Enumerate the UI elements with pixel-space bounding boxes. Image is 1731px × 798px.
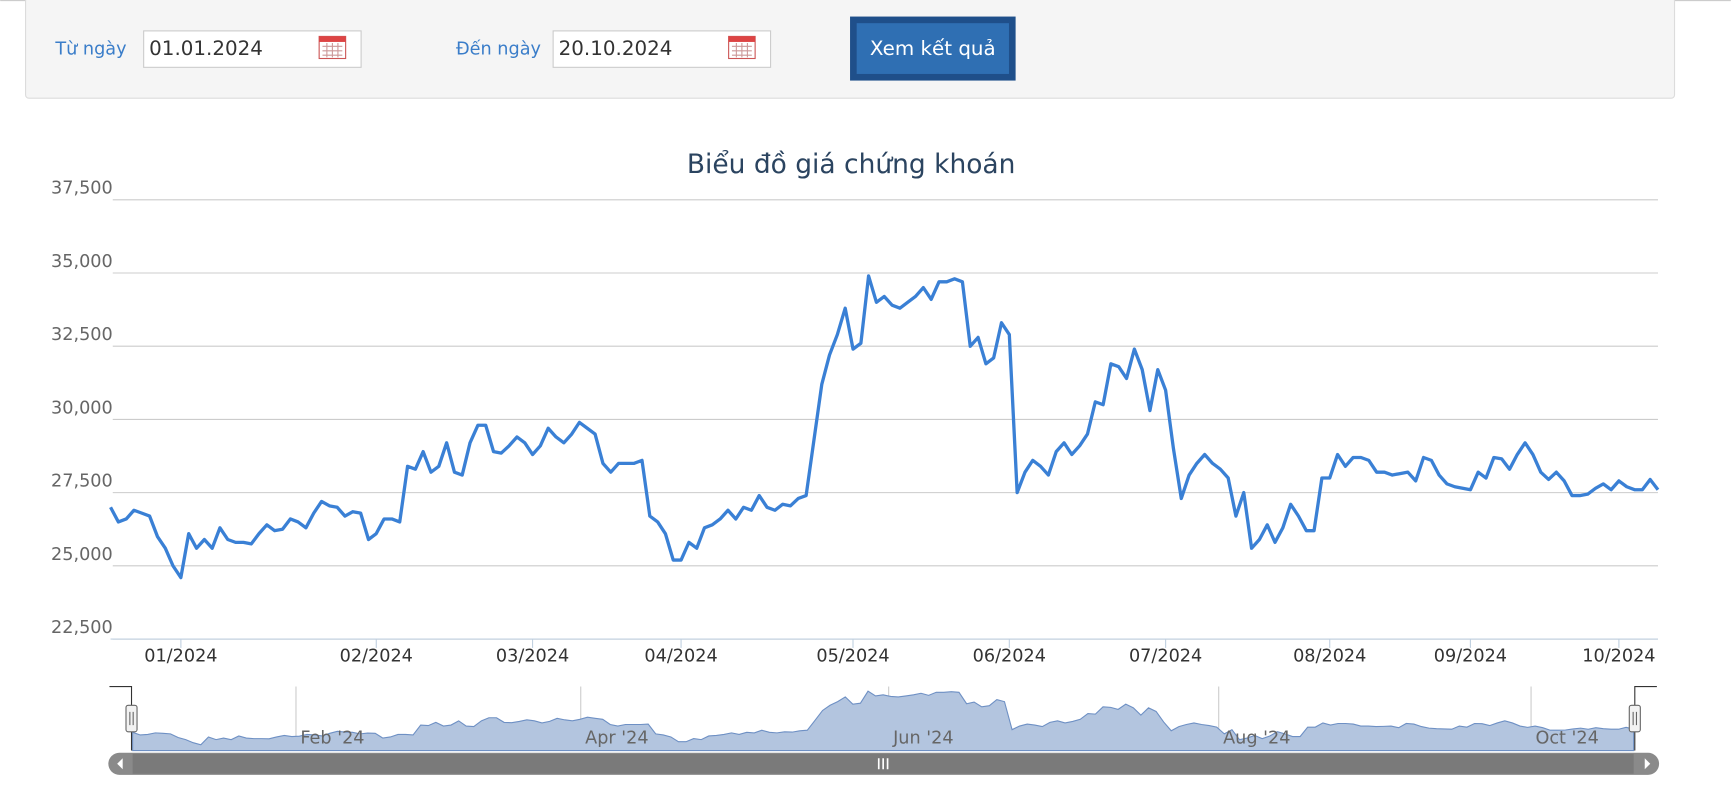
y-tick-label: 32,500	[51, 325, 113, 345]
from-date: 01.01.2024	[149, 37, 263, 60]
navigator-label: Apr '24	[585, 728, 648, 748]
x-tick-label: 02/2024	[340, 647, 413, 667]
submit-label[interactable]: Xem kết quả	[870, 37, 996, 60]
x-tick-label: 03/2024	[496, 647, 569, 667]
x-tick-label: 05/2024	[816, 647, 889, 667]
x-tick-label: 09/2024	[1434, 647, 1507, 667]
x-tick-label: 01/2024	[144, 647, 217, 667]
x-tick-label: 08/2024	[1293, 647, 1366, 667]
y-tick-label: 22,500	[51, 618, 113, 638]
scrollbar-grip	[877, 758, 889, 770]
x-tick-label: 10/2024	[1582, 647, 1655, 667]
navigator-handle[interactable]	[1628, 704, 1641, 733]
navigator-label: Feb '24	[300, 728, 364, 748]
price-line	[109, 274, 1660, 580]
y-tick-label: 25,000	[51, 545, 113, 565]
y-tick-label: 30,000	[51, 398, 113, 418]
navigator-label: Jun '24	[892, 728, 953, 748]
y-tick-label: 35,000	[51, 252, 113, 272]
navigator: Feb '24 Apr '24 Jun '24 Aug '24 Oct '24	[108, 685, 1660, 775]
navigator-handle[interactable]	[125, 704, 138, 733]
navigator-label: Aug '24	[1223, 728, 1290, 748]
scroll-right[interactable]	[1644, 758, 1651, 770]
y-tick-label: 27,500	[51, 472, 113, 492]
chart-title: Biểu đồ giá chứng khoán	[687, 149, 1016, 180]
to-date: 20.10.2024	[559, 37, 673, 60]
x-tick-label: 04/2024	[644, 647, 717, 667]
calendar-icon[interactable]	[318, 35, 347, 60]
navigator-area	[132, 690, 1635, 752]
calendar-icon[interactable]	[728, 35, 756, 60]
from-label: Từ ngày	[54, 40, 126, 60]
scroll-left[interactable]	[117, 758, 123, 770]
handle-grip	[1632, 711, 1638, 726]
handle-grip	[129, 711, 134, 726]
x-tick-label: 07/2024	[1129, 647, 1202, 667]
to-label: Đến ngày	[456, 39, 541, 60]
y-tick-label: 37,500	[51, 179, 113, 199]
submit-button-face	[856, 23, 1009, 74]
plot: 22,500 25,000 27,500 30,000 32,500 35,000 37,5…	[51, 179, 1660, 667]
x-tick-label: 06/2024	[973, 647, 1046, 667]
navigator-label: Oct '24	[1535, 728, 1598, 748]
